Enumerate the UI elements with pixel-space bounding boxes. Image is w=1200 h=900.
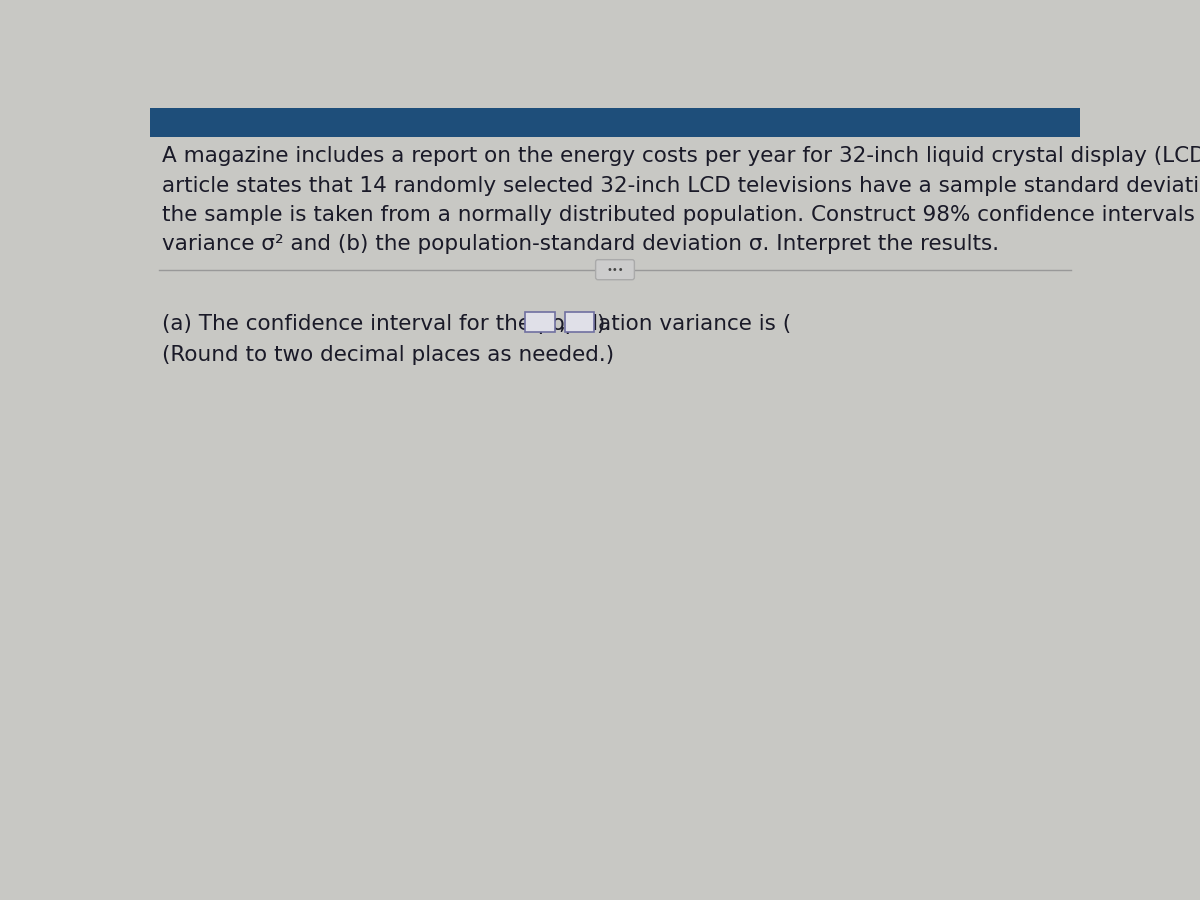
Text: (a) The confidence interval for the population variance is (: (a) The confidence interval for the popu… — [162, 314, 791, 335]
Text: (Round to two decimal places as needed.): (Round to two decimal places as needed.) — [162, 346, 613, 365]
Text: variance σ² and (b) the population‑standard deviation σ. Interpret the results.: variance σ² and (b) the population‑stand… — [162, 234, 998, 255]
Text: the sample is taken from a normally distributed population. Construct 98% confid: the sample is taken from a normally dist… — [162, 205, 1200, 225]
Text: •••: ••• — [606, 265, 624, 274]
Bar — [150, 108, 1080, 138]
FancyBboxPatch shape — [526, 312, 554, 332]
Text: A magazine includes a report on the energy costs per year for 32-inch liquid cry: A magazine includes a report on the ener… — [162, 147, 1200, 166]
Text: ,: , — [558, 314, 565, 335]
Text: ).: ). — [596, 314, 612, 335]
FancyBboxPatch shape — [565, 312, 594, 332]
FancyBboxPatch shape — [595, 260, 635, 280]
Text: article states that 14 randomly selected 32-inch LCD televisions have a sample s: article states that 14 randomly selected… — [162, 176, 1200, 196]
